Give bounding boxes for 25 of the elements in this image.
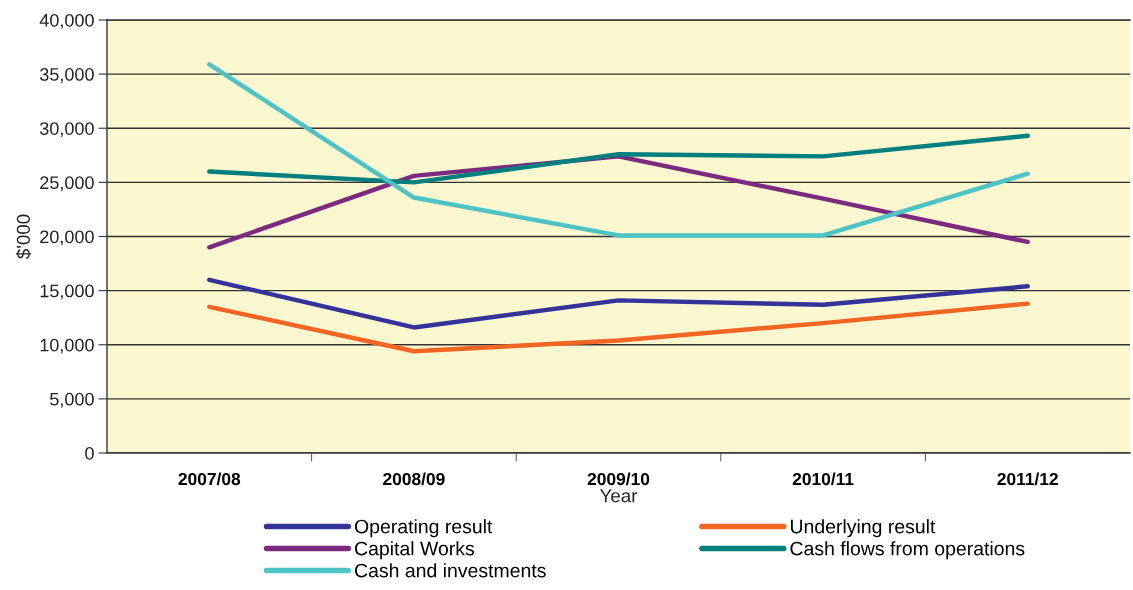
y-tick-label: 15,000 bbox=[40, 284, 94, 300]
y-axis-title: $'000 bbox=[15, 214, 32, 259]
x-tick-label: 2009/10 bbox=[587, 472, 650, 486]
line-series bbox=[207, 301, 1030, 354]
y-tick-label: 40,000 bbox=[39, 13, 94, 29]
x-tick-label: 2008/09 bbox=[383, 472, 445, 486]
y-tick-label: 20,000 bbox=[40, 230, 94, 246]
legend-label: Operating result bbox=[354, 519, 493, 538]
y-tick-label: 30,000 bbox=[39, 122, 94, 138]
legend-label: Underlying result bbox=[790, 519, 936, 538]
y-tick-label: 10,000 bbox=[40, 338, 94, 354]
y-tick-label: 5,000 bbox=[50, 392, 94, 408]
y-tick-label: 0 bbox=[85, 446, 94, 460]
legend-label: Cash flows from operations bbox=[790, 541, 1025, 560]
y-tick-label: 25,000 bbox=[40, 176, 94, 192]
legend-label: Capital Works bbox=[355, 541, 475, 560]
line-series bbox=[207, 277, 1030, 330]
line-series bbox=[207, 62, 1030, 238]
line-series bbox=[207, 133, 1030, 185]
x-tick-label: 2011/12 bbox=[997, 472, 1058, 486]
y-tick-label: 35,000 bbox=[39, 68, 94, 83]
x-tick-label: 2010/11 bbox=[792, 472, 854, 486]
legend-label: Cash and investments bbox=[355, 563, 546, 578]
x-tick-label: 2007/08 bbox=[178, 472, 241, 486]
x-axis-title: Year bbox=[599, 489, 638, 503]
